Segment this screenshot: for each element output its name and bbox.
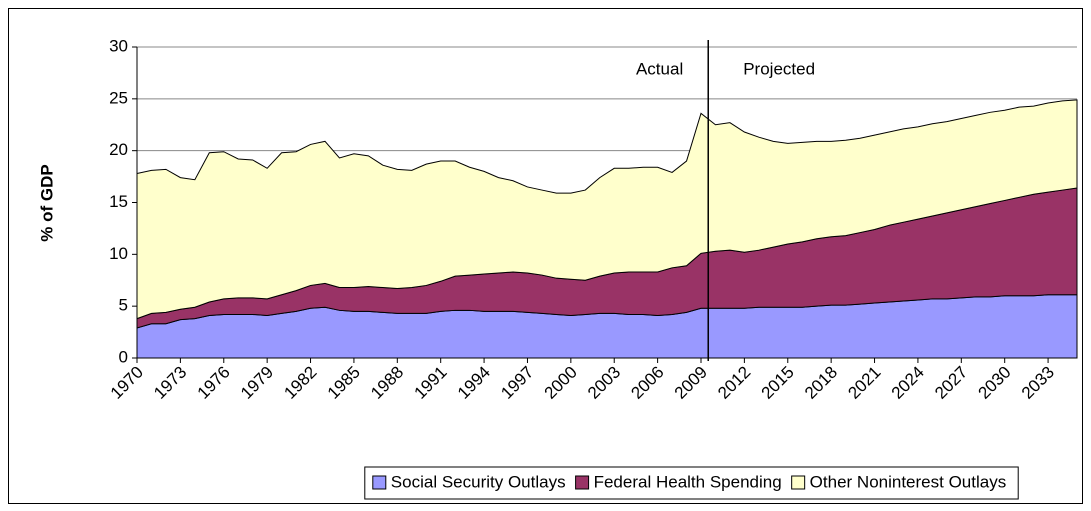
y-tick-label: 30 xyxy=(109,36,128,55)
annotation: Projected xyxy=(743,59,815,78)
annotation: Actual xyxy=(636,59,683,78)
legend-box xyxy=(364,466,1019,500)
legend: Social Security Outlays Federal Health Sp… xyxy=(364,466,1019,500)
y-tick-label: 15 xyxy=(109,192,128,211)
y-tick-label: 0 xyxy=(119,347,128,366)
legend-swatch xyxy=(791,475,806,490)
area xyxy=(136,99,1078,320)
legend-label: Other Noninterest Outlays xyxy=(810,472,1007,491)
y-axis-title: % of GDP xyxy=(37,164,56,241)
legend-label: Social Security Outlays xyxy=(391,472,566,491)
legend-swatch xyxy=(575,475,590,490)
y-tick-label: 20 xyxy=(109,140,128,159)
legend-label: Federal Health Spending xyxy=(594,472,782,491)
y-tick-label: 10 xyxy=(109,244,128,263)
y-tick-label: 25 xyxy=(109,88,128,107)
y-tick-label: 5 xyxy=(119,296,128,315)
legend-swatch xyxy=(372,475,387,490)
